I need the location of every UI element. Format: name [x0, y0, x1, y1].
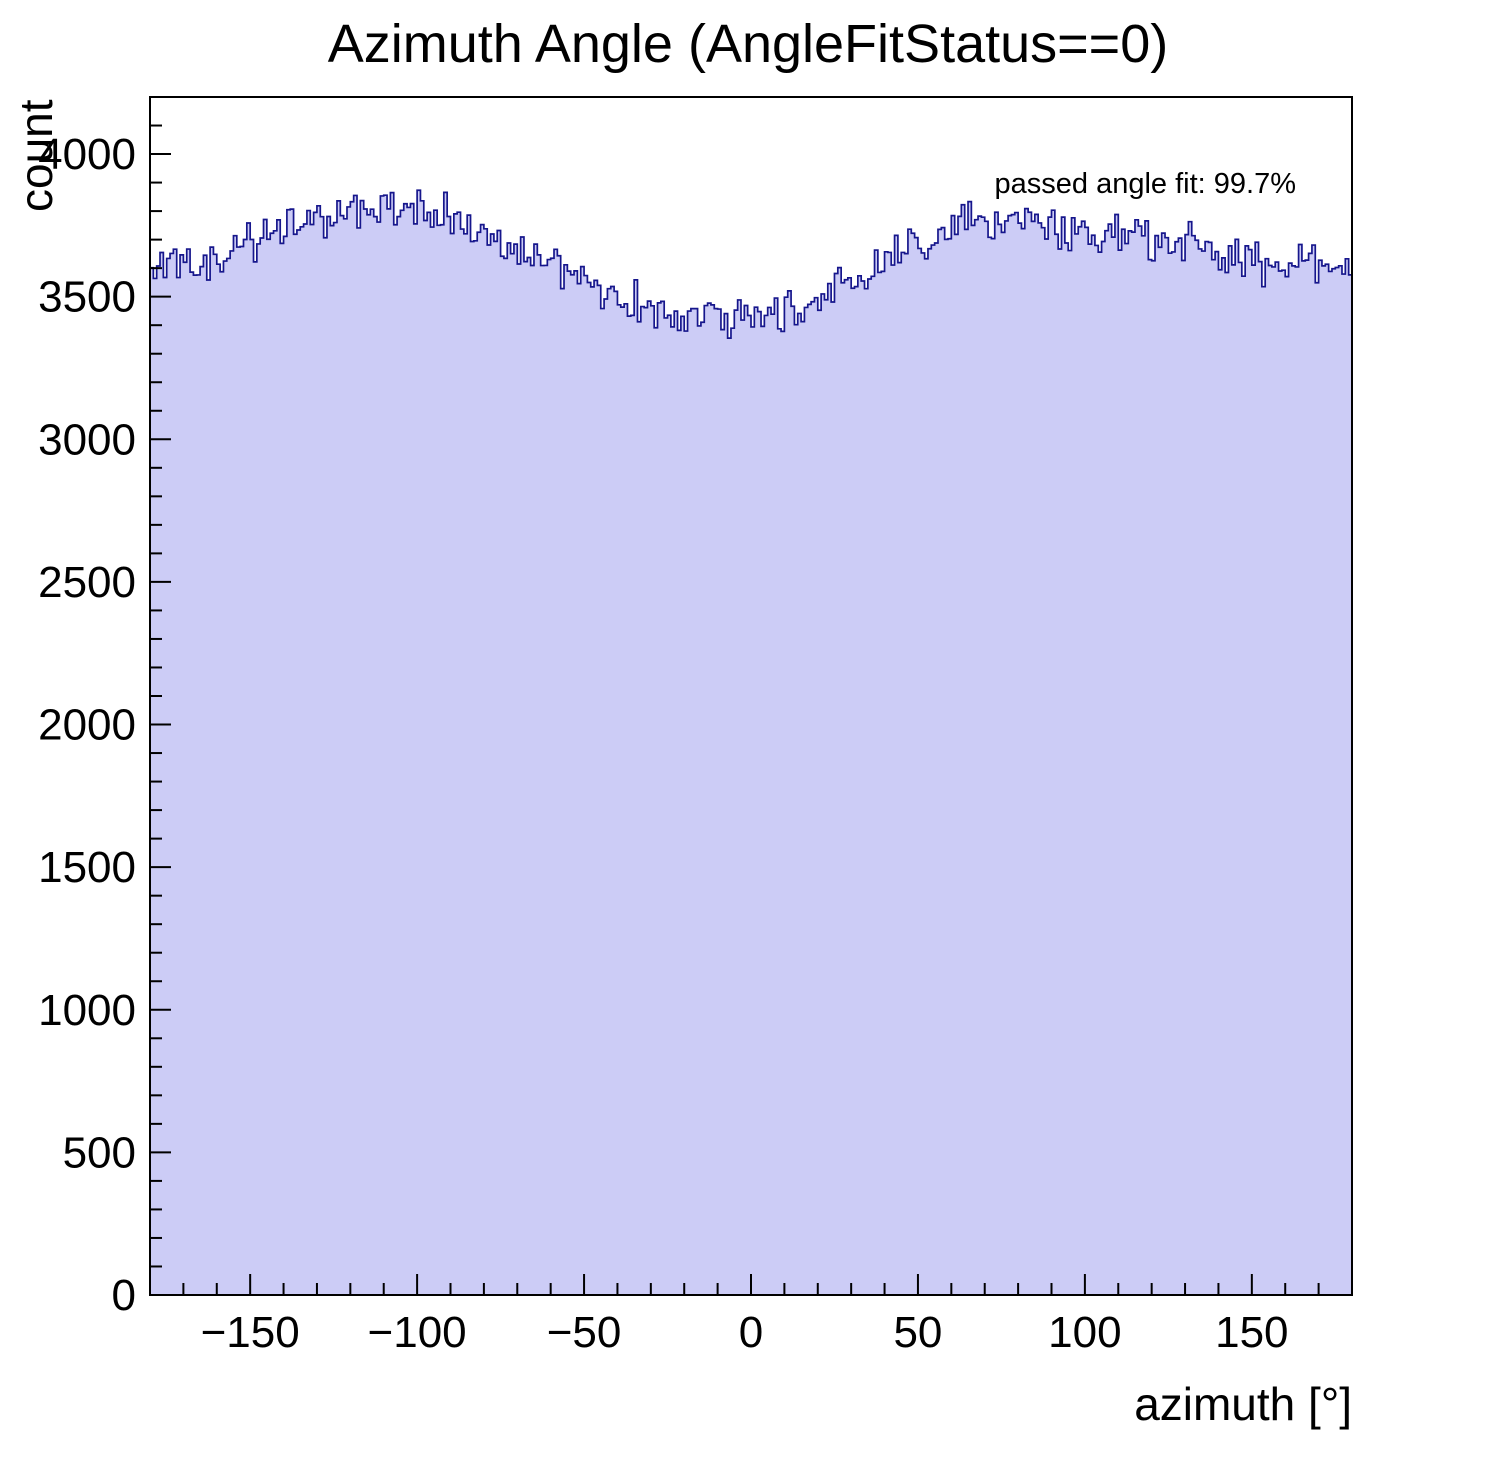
- tick-label: −150: [201, 1308, 300, 1357]
- tick-label: 0: [112, 1271, 136, 1320]
- chart-title: Azimuth Angle (AngleFitStatus==0): [328, 14, 1168, 74]
- tick-label: 2500: [38, 558, 136, 607]
- plot-frame: [149, 96, 1353, 1296]
- tick-label: 1000: [38, 986, 136, 1035]
- tick-label: 3000: [38, 415, 136, 464]
- x-axis-title: azimuth [°]: [1134, 1378, 1352, 1430]
- tick-label: 0: [739, 1308, 763, 1357]
- y-axis-title: count: [10, 99, 62, 212]
- tick-label: 100: [1048, 1308, 1121, 1357]
- tick-label: −100: [368, 1308, 467, 1357]
- annotation-passed-angle-fit: passed angle fit: 99.7%: [995, 168, 1296, 200]
- axis-ticks: [149, 96, 1353, 1296]
- tick-label: 2000: [38, 701, 136, 750]
- tick-label: −50: [547, 1308, 622, 1357]
- tick-label: 150: [1215, 1308, 1288, 1357]
- tick-label: 500: [63, 1128, 136, 1177]
- tick-label: 1500: [38, 843, 136, 892]
- tick-label: 3500: [38, 273, 136, 322]
- tick-label: 4000: [38, 130, 136, 179]
- tick-label: 50: [893, 1308, 942, 1357]
- histogram-series: [149, 189, 1353, 1296]
